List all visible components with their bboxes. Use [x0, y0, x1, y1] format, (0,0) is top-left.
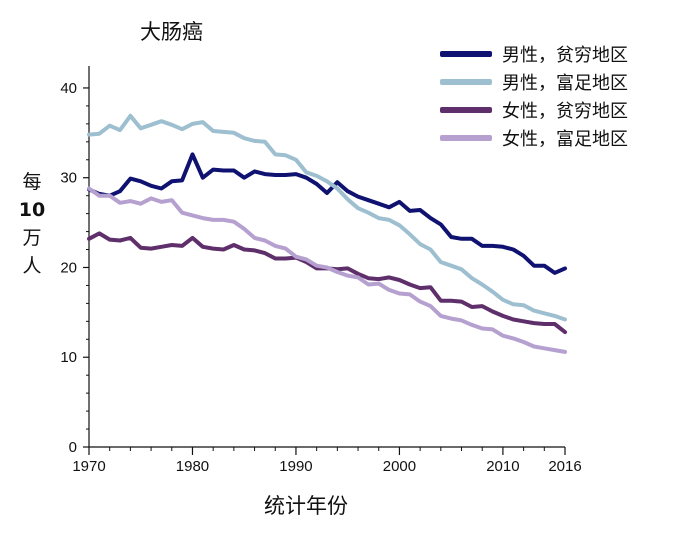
x-tick-label: 2016 — [548, 458, 581, 475]
legend-swatch — [440, 135, 492, 141]
series-line-2 — [87, 231, 567, 335]
y-axis-label-number: 10 — [18, 199, 46, 221]
y-axis-label-char1: 每 — [22, 171, 42, 193]
y-axis-label-char3: 人 — [22, 255, 42, 277]
y-axis-label: 每 10 万 人 — [14, 168, 50, 280]
legend-item-female-rich: 女性，富足地区 — [440, 124, 628, 152]
y-tick-label: 40 — [60, 80, 77, 97]
legend-label: 男性，贫穷地区 — [502, 45, 628, 66]
x-axis-label: 统计年份 — [264, 494, 348, 518]
y-tick-label: 10 — [60, 349, 77, 366]
legend-label: 女性，贫穷地区 — [502, 101, 628, 122]
legend-swatch — [440, 107, 492, 113]
series-line-3 — [87, 186, 567, 354]
chart-title: 大肠癌 — [140, 20, 203, 44]
x-tick-label: 1970 — [72, 458, 105, 475]
x-tick-label: 2010 — [486, 458, 519, 475]
series-line-1 — [87, 113, 567, 322]
y-axis-label-char2: 万 — [22, 227, 42, 249]
x-tick-label: 1990 — [279, 458, 312, 475]
y-tick-label: 20 — [60, 259, 77, 276]
y-tick-label: 30 — [60, 170, 77, 187]
legend-item-male-poor: 男性，贫穷地区 — [440, 40, 628, 68]
legend-swatch — [440, 79, 492, 85]
x-tick-label: 2000 — [383, 458, 416, 475]
legend-swatch — [440, 51, 492, 57]
legend-label: 女性，富足地区 — [502, 129, 628, 150]
x-tick-label: 1980 — [176, 458, 209, 475]
legend-label: 男性，富足地区 — [502, 73, 628, 94]
legend-item-male-rich: 男性，富足地区 — [440, 68, 628, 96]
legend-item-female-poor: 女性，贫穷地区 — [440, 96, 628, 124]
y-tick-label: 0 — [69, 439, 77, 456]
series-line-0 — [87, 152, 567, 275]
legend: 男性，贫穷地区 男性，富足地区 女性，贫穷地区 女性，富足地区 — [440, 40, 628, 152]
